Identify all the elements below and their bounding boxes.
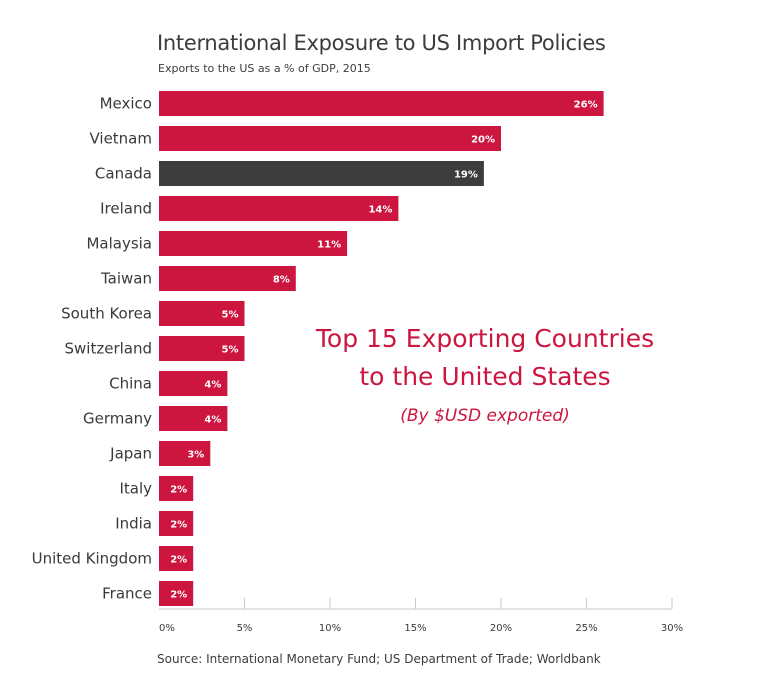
category-label: Taiwan (100, 270, 152, 288)
bar-germany (159, 406, 228, 431)
data-label: 5% (222, 345, 239, 356)
data-label: 8% (273, 275, 290, 286)
category-label: Japan (109, 445, 152, 463)
data-label: 5% (222, 310, 239, 321)
annotation-line2: to the United States (359, 362, 611, 391)
x-tick-label: 25% (575, 623, 597, 634)
category-label: Malaysia (86, 235, 152, 253)
data-label: 2% (170, 520, 187, 531)
data-label: 14% (368, 205, 392, 216)
category-label: Canada (95, 165, 152, 183)
data-label: 2% (170, 590, 187, 601)
bar-switzerland (159, 336, 245, 361)
category-label: Switzerland (65, 340, 153, 358)
source-note: Source: International Monetary Fund; US … (157, 652, 601, 666)
category-label: France (102, 585, 152, 603)
data-label: 4% (204, 380, 221, 391)
data-label: 4% (204, 415, 221, 426)
bar-italy (159, 476, 194, 501)
x-tick-label: 30% (661, 623, 683, 634)
data-label: 26% (574, 100, 598, 111)
bar-france (159, 581, 194, 606)
category-label: United Kingdom (32, 550, 152, 568)
bar-ireland (159, 196, 399, 221)
annotation-heading: Top 15 Exporting Countries to the United … (300, 320, 670, 396)
chart-subtitle: Exports to the US as a % of GDP, 2015 (158, 62, 371, 75)
category-label: Germany (83, 410, 152, 428)
x-tick-label: 5% (237, 623, 253, 634)
bar-malaysia (159, 231, 348, 256)
category-label: Ireland (100, 200, 152, 218)
category-label: Vietnam (89, 130, 152, 148)
category-label: Italy (119, 480, 152, 498)
data-label: 11% (317, 240, 341, 251)
bar-taiwan (159, 266, 296, 291)
data-label: 19% (454, 170, 478, 181)
data-label: 2% (170, 555, 187, 566)
data-label: 20% (471, 135, 495, 146)
x-tick-label: 15% (404, 623, 426, 634)
category-label: Mexico (100, 95, 152, 113)
bar-india (159, 511, 194, 536)
annotation-line1: Top 15 Exporting Countries (315, 324, 655, 353)
bar-canada (159, 161, 484, 186)
category-label: China (109, 375, 152, 393)
bar-united-kingdom (159, 546, 194, 571)
category-label: India (115, 515, 152, 533)
bar-vietnam (159, 126, 501, 151)
annotation-note: (By $USD exported) (400, 406, 570, 426)
x-tick-label: 0% (159, 623, 175, 634)
x-tick-label: 10% (319, 623, 341, 634)
data-label: 2% (170, 485, 187, 496)
bar-japan (159, 441, 211, 466)
bar-mexico (159, 91, 604, 116)
bar-china (159, 371, 228, 396)
data-label: 3% (187, 450, 204, 461)
category-label: South Korea (61, 305, 152, 323)
x-tick-label: 20% (490, 623, 512, 634)
chart-title: International Exposure to US Import Poli… (157, 31, 606, 55)
bar-south-korea (159, 301, 245, 326)
